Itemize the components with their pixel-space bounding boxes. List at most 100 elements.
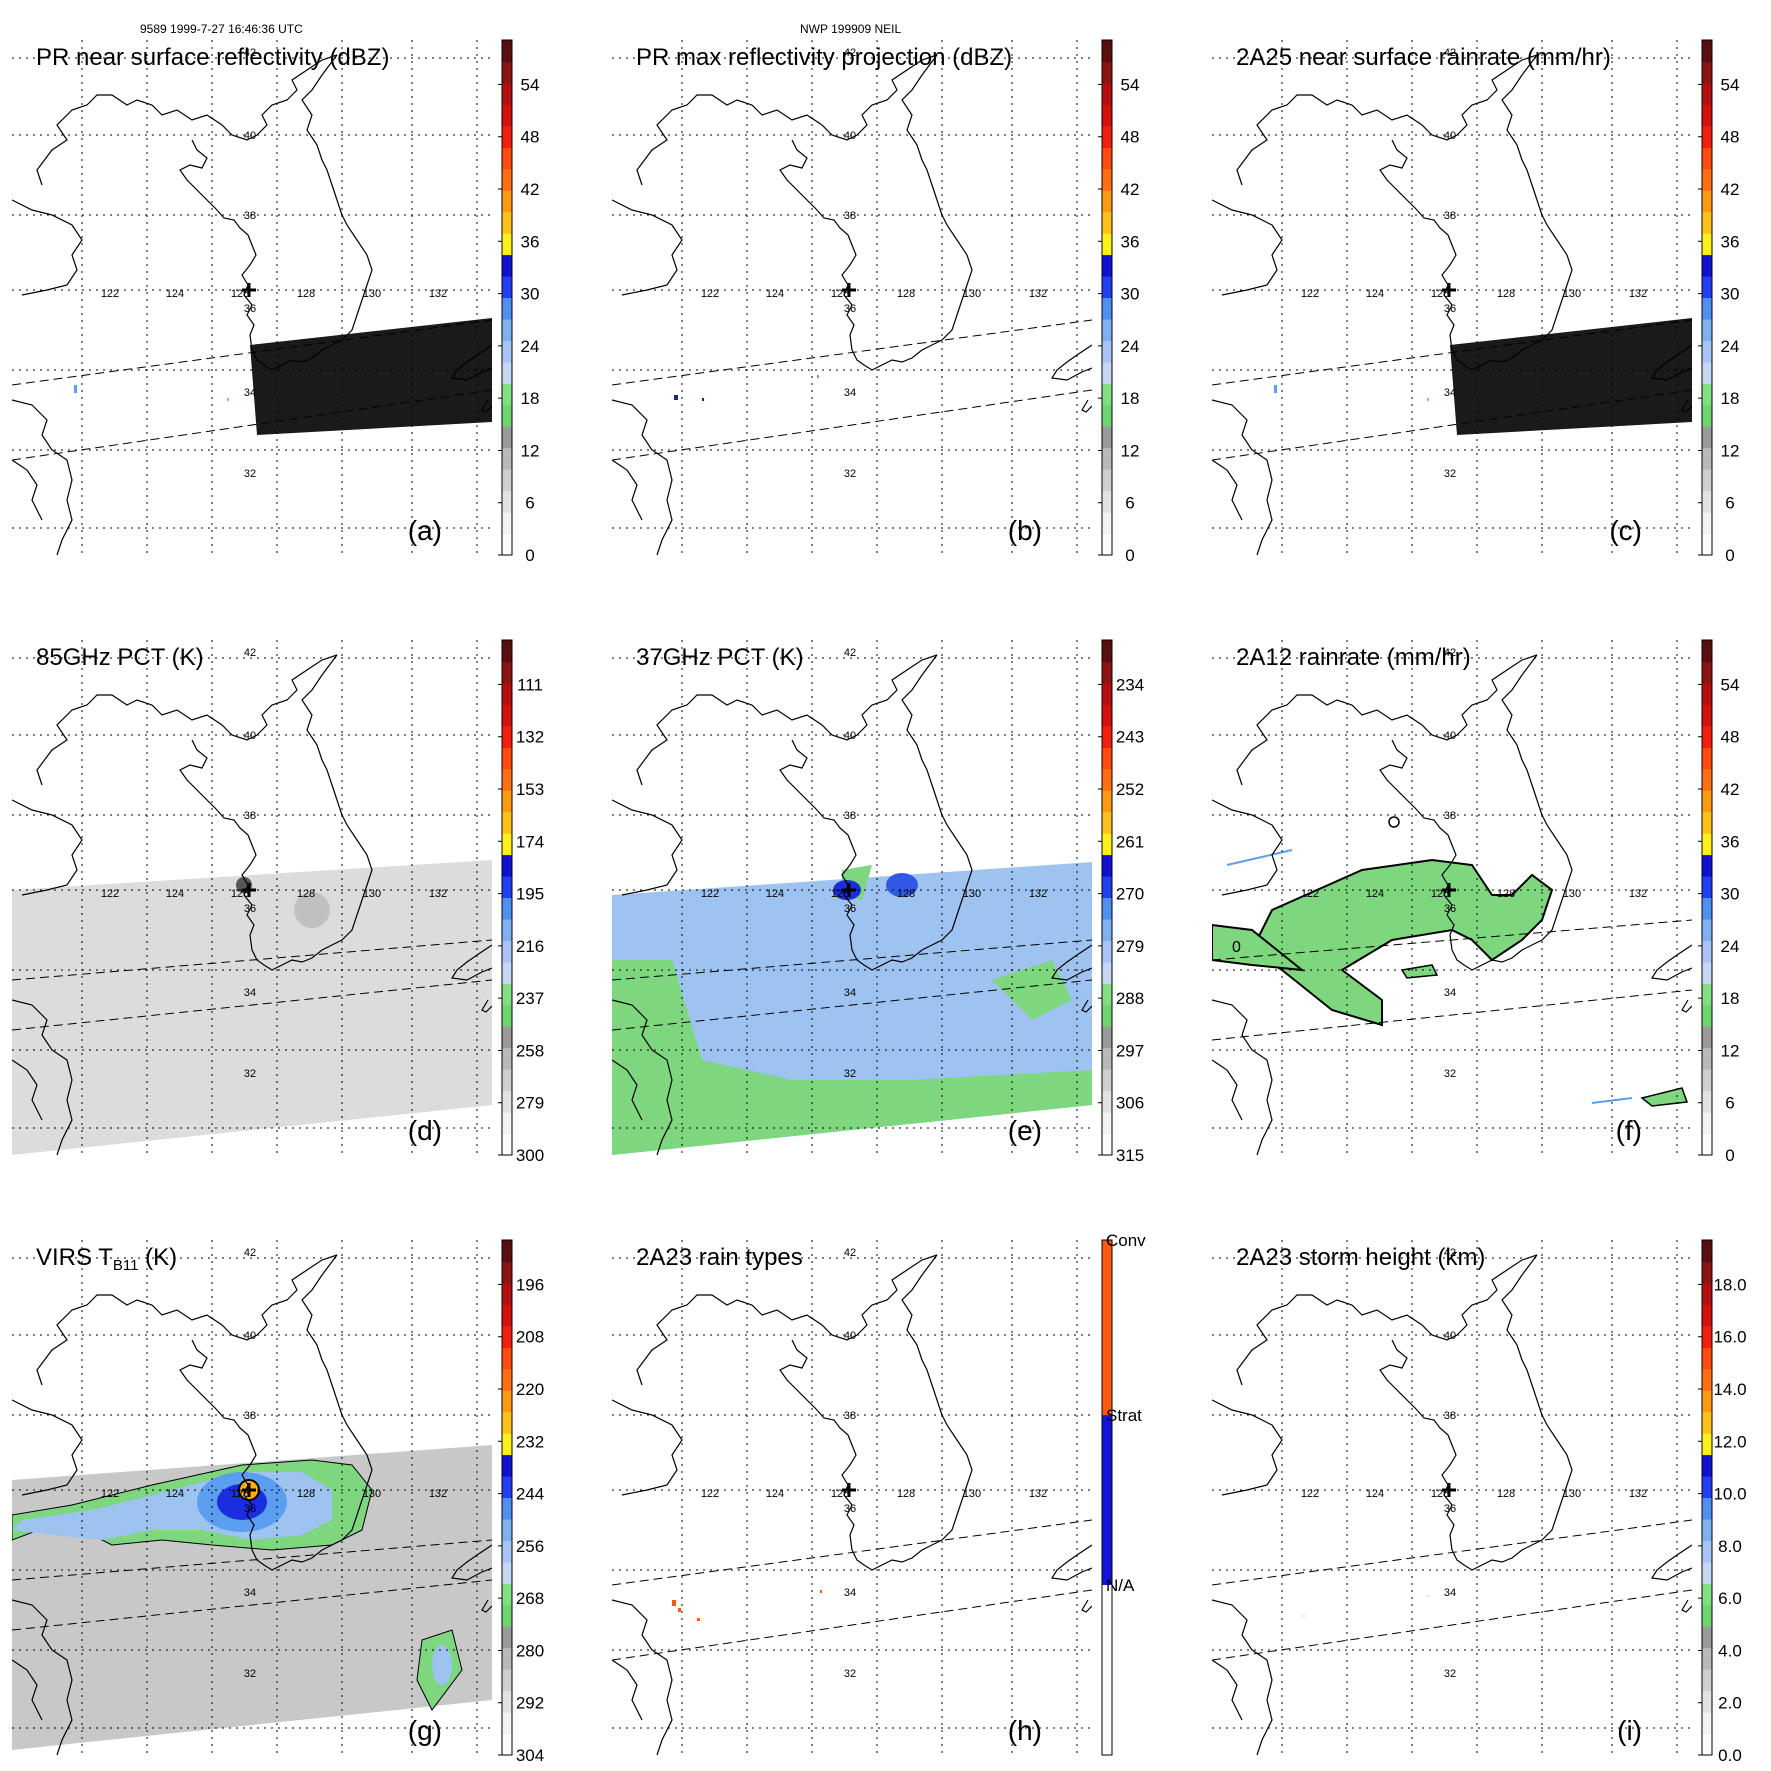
lat-tick-label: 34 (1444, 987, 1456, 999)
swath-edge-south (1212, 1589, 1692, 1661)
swath-edge-south (12, 1579, 492, 1631)
colorbar-conv-segment (1102, 1240, 1112, 1416)
colorbar-segment (1702, 1669, 1712, 1692)
colorbar-segment (1702, 447, 1712, 470)
colorbar-tick-label: 12 (1121, 441, 1140, 460)
missing-data-swath (1450, 318, 1692, 435)
lon-tick-label: 122 (101, 288, 119, 300)
lon-tick-label: 124 (1366, 888, 1384, 900)
lon-tick-label: 122 (101, 1488, 119, 1500)
swath-edge-north (1212, 1519, 1692, 1586)
coastline (612, 799, 683, 896)
lat-tick-label: 34 (844, 1587, 856, 1599)
colorbar-segment (1102, 276, 1112, 298)
panel-title: 37GHz PCT (K) (636, 644, 804, 671)
colorbar-tick-label: 304 (516, 1746, 544, 1765)
colorbar-tick-label: 132 (516, 728, 544, 747)
storm-center-marker (842, 883, 856, 897)
lon-tick-label: 128 (897, 1488, 915, 1500)
colorbar-segment (1702, 682, 1712, 705)
colorbar-segment (502, 747, 512, 770)
colorbar-segment (1702, 1069, 1712, 1092)
colorbar-tick-label: 18 (521, 389, 540, 408)
lat-tick-label: 40 (844, 1330, 856, 1342)
coastline (1681, 399, 1692, 413)
category-label: Conv (1106, 1231, 1146, 1250)
coastline (1212, 199, 1283, 296)
colorbar-segment (502, 1690, 512, 1713)
swath-edge-north (612, 939, 1092, 981)
colorbar-segment (502, 1647, 512, 1670)
storm-center-marker (1442, 883, 1456, 897)
lat-tick-label: 42 (1444, 47, 1456, 59)
storm-center-marker (242, 283, 256, 297)
cloud-fragment-cold (432, 1645, 452, 1685)
lat-tick-label: 32 (244, 1068, 256, 1080)
lat-tick-label: 34 (844, 987, 856, 999)
lon-tick-label: 122 (701, 288, 719, 300)
colorbar-tick-label: 30 (521, 285, 540, 304)
lat-tick-label: 40 (844, 730, 856, 742)
colorbar-segment (502, 1497, 512, 1520)
colorbar-tick-label: 30 (1121, 285, 1140, 304)
coastline (1379, 54, 1573, 371)
colorbar-segment (1702, 512, 1712, 535)
coastline (1050, 1544, 1092, 1581)
colorbar-tick-label: 0 (1725, 1146, 1734, 1165)
colorbar-tick-label: 279 (1116, 937, 1144, 956)
colorbar-tick-label: 300 (516, 1146, 544, 1165)
colorbar-segment (502, 1304, 512, 1327)
colorbar-segment (1702, 404, 1712, 427)
colorbar-segment (502, 276, 512, 298)
coastline (12, 399, 73, 555)
colorbar-tick-label: 24 (1721, 937, 1740, 956)
coastline (12, 199, 83, 296)
echo-pixel (74, 385, 77, 393)
coastline (1681, 1599, 1692, 1613)
colorbar-frame (1101, 39, 1113, 556)
colorbar-segment (502, 469, 512, 492)
rain-area (1212, 923, 1306, 972)
colorbar-segment (1102, 961, 1112, 984)
colorbar-tick-label: 24 (1721, 337, 1740, 356)
convective-pixel (678, 1608, 681, 1612)
swath-edge-south (1212, 389, 1692, 461)
colorbar-segment (502, 1476, 512, 1498)
coastline (779, 1254, 973, 1571)
colorbar-tick-label: 18 (1721, 389, 1740, 408)
colorbar-segment (1702, 1047, 1712, 1070)
colorbar-segment (502, 1733, 512, 1756)
colorbar-segment (1702, 233, 1712, 256)
coastline (1236, 54, 1538, 186)
echo-pixel (702, 398, 704, 401)
colorbar-segment (1702, 768, 1712, 791)
missing-data-swath (250, 318, 492, 435)
colorbar-segment (1102, 747, 1112, 770)
colorbar-segment (1702, 704, 1712, 727)
swath-edge-south (12, 389, 492, 461)
lon-tick-label: 130 (963, 288, 981, 300)
colorbar-segment (1102, 1026, 1112, 1049)
colorbar-segment (502, 854, 512, 877)
coastline (450, 1544, 492, 1581)
colorbar-segment (502, 1133, 512, 1156)
colorbar-segment (502, 447, 512, 470)
lat-tick-label: 32 (844, 468, 856, 480)
panel-title: 2A23 storm height (km) (1236, 1244, 1485, 1271)
colorbar-tick-label: 297 (1116, 1041, 1144, 1060)
colorbar-segment (502, 490, 512, 513)
coastline (1050, 944, 1092, 981)
coastline (179, 1254, 373, 1571)
colorbar-segment (1102, 725, 1112, 748)
panel-letter: (i) (1617, 1715, 1642, 1746)
colorbar-tick-label: 0 (525, 546, 534, 565)
lon-tick-label: 122 (701, 1488, 719, 1500)
colorbar-segment (1702, 82, 1712, 105)
colorbar-tick-label: 36 (1121, 232, 1140, 251)
lon-tick-label: 128 (1497, 1488, 1515, 1500)
colorbar-segment (502, 640, 512, 662)
colorbar-segment (1702, 1712, 1712, 1735)
coastline (1212, 459, 1243, 521)
colorbar-segment (1102, 1069, 1112, 1092)
